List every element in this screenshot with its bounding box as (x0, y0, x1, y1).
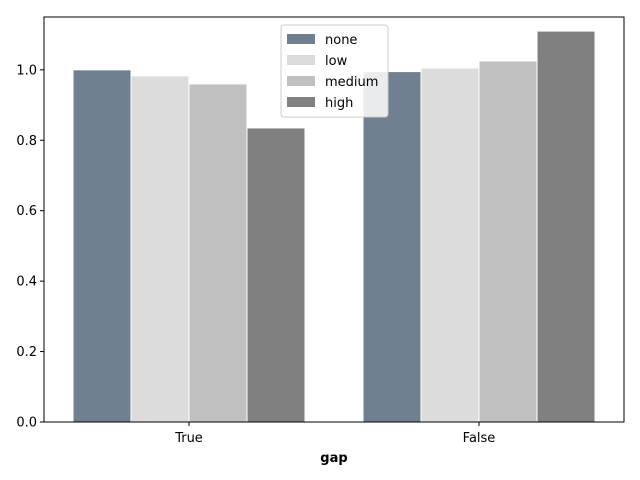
legend-label-low: low (325, 54, 348, 69)
bar-none-false (362, 71, 422, 423)
y-tick-label: 0.4 (16, 275, 37, 290)
x-axis-label: gap (320, 451, 347, 466)
y-tick-label: 1.0 (16, 63, 37, 78)
y-tick-label: 0.6 (16, 204, 37, 219)
legend-swatch-medium (287, 76, 315, 86)
legend-swatch-high (287, 97, 315, 107)
legend-box (280, 24, 389, 118)
plot-frame (43, 16, 625, 423)
legend-swatch-low (287, 55, 315, 65)
bar-none-true (72, 69, 132, 423)
bar-high-false (536, 30, 596, 423)
y-axis: 0.0 0.2 0.4 0.6 0.8 1.0 (16, 63, 44, 431)
y-tick-label: 0.8 (16, 134, 37, 149)
y-tick-label: 0.2 (16, 345, 37, 360)
legend-label-high: high (325, 96, 353, 111)
bar-low-true (130, 75, 190, 423)
bar-high-true (246, 127, 306, 423)
legend: none low medium high (280, 24, 389, 118)
x-tick-label: False (463, 431, 496, 446)
bars-group (72, 30, 596, 423)
x-axis: True False (174, 422, 495, 446)
legend-label-medium: medium (325, 75, 378, 90)
y-tick-label: 0.0 (16, 416, 37, 431)
bar-medium-true (188, 83, 248, 423)
bar-low-false (420, 67, 480, 423)
legend-label-none: none (325, 33, 357, 48)
legend-swatch-none (287, 34, 315, 44)
bar-medium-false (478, 60, 538, 423)
x-tick-label: True (174, 431, 203, 446)
